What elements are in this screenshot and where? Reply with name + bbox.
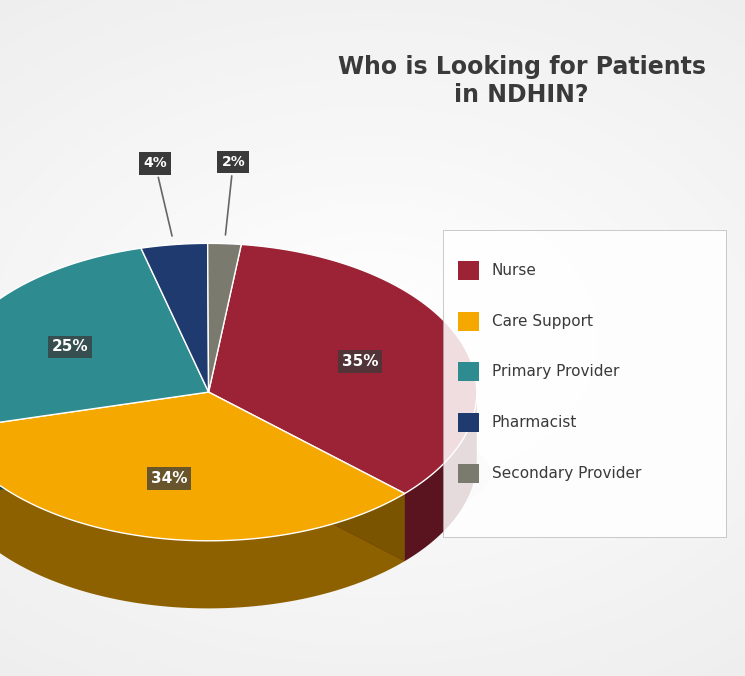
- Ellipse shape: [47, 116, 698, 560]
- Ellipse shape: [132, 174, 613, 502]
- Text: Who is Looking for Patients
in NDHIN?: Who is Looking for Patients in NDHIN?: [337, 55, 706, 107]
- Ellipse shape: [146, 184, 599, 492]
- Ellipse shape: [104, 155, 641, 521]
- Polygon shape: [405, 392, 477, 561]
- Polygon shape: [0, 429, 405, 608]
- Ellipse shape: [0, 20, 745, 656]
- Ellipse shape: [89, 145, 656, 531]
- Ellipse shape: [273, 270, 472, 406]
- Bar: [458, 312, 479, 331]
- Polygon shape: [141, 243, 209, 392]
- Ellipse shape: [118, 165, 627, 511]
- Bar: [458, 261, 479, 280]
- Bar: [458, 464, 479, 483]
- Text: 2%: 2%: [221, 155, 245, 235]
- Ellipse shape: [302, 290, 443, 386]
- Polygon shape: [209, 392, 405, 561]
- Text: Secondary Provider: Secondary Provider: [492, 466, 641, 481]
- Text: Care Support: Care Support: [492, 314, 593, 329]
- Ellipse shape: [0, 11, 745, 665]
- Text: 35%: 35%: [341, 354, 378, 369]
- FancyBboxPatch shape: [443, 230, 726, 537]
- Polygon shape: [208, 243, 241, 392]
- Ellipse shape: [19, 97, 726, 579]
- Text: 25%: 25%: [51, 339, 88, 354]
- Ellipse shape: [330, 309, 415, 367]
- Ellipse shape: [0, 49, 745, 627]
- Text: Pharmacist: Pharmacist: [492, 415, 577, 430]
- Ellipse shape: [75, 136, 670, 540]
- Ellipse shape: [217, 232, 528, 444]
- Ellipse shape: [160, 193, 585, 483]
- Ellipse shape: [245, 251, 500, 425]
- Ellipse shape: [0, 30, 745, 646]
- Polygon shape: [0, 392, 209, 497]
- Ellipse shape: [0, 68, 745, 608]
- Text: Primary Provider: Primary Provider: [492, 364, 619, 379]
- Text: 34%: 34%: [151, 471, 188, 486]
- Ellipse shape: [231, 242, 514, 434]
- Ellipse shape: [288, 281, 457, 395]
- Polygon shape: [0, 392, 209, 497]
- Ellipse shape: [188, 213, 557, 463]
- Ellipse shape: [61, 126, 684, 550]
- Ellipse shape: [0, 405, 491, 541]
- Ellipse shape: [33, 107, 712, 569]
- Ellipse shape: [358, 329, 387, 347]
- Bar: [458, 362, 479, 381]
- Ellipse shape: [0, 78, 745, 598]
- Polygon shape: [209, 245, 477, 493]
- Text: Nurse: Nurse: [492, 263, 536, 278]
- Polygon shape: [0, 248, 209, 429]
- Polygon shape: [0, 392, 405, 541]
- Bar: [458, 413, 479, 432]
- Ellipse shape: [259, 261, 486, 415]
- Ellipse shape: [316, 299, 429, 377]
- Ellipse shape: [174, 203, 571, 473]
- Ellipse shape: [0, 59, 745, 617]
- Polygon shape: [209, 392, 405, 561]
